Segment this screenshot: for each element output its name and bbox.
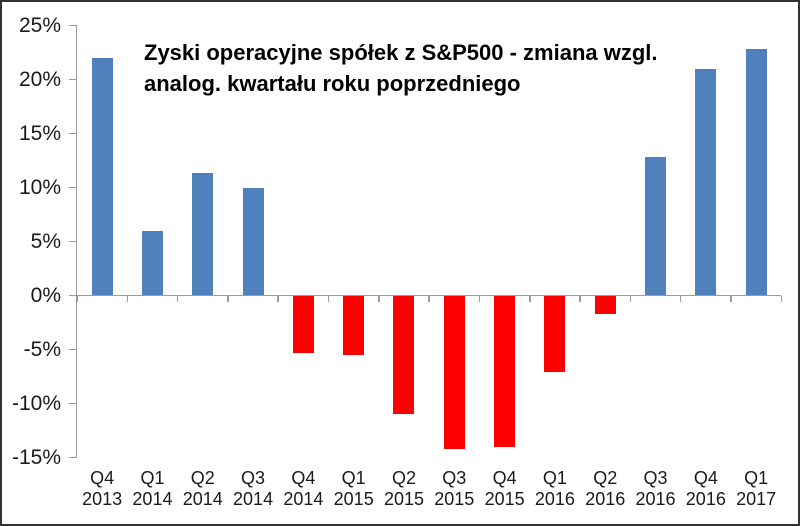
y-axis-tick [69, 294, 77, 297]
x-label-year: 2016 [585, 489, 626, 509]
x-axis-tick [327, 295, 330, 302]
x-axis-tick [629, 295, 632, 302]
y-axis-label: 15% [18, 121, 61, 145]
bar-q1-2016 [544, 295, 566, 373]
bar-q3-2014 [242, 187, 264, 296]
chart-title-line-1: Zyski operacyjne spółek z S&P500 - zmian… [144, 40, 658, 65]
bar-q4-2016 [695, 68, 717, 296]
bar-q3-2016 [645, 157, 667, 296]
x-axis-tick [730, 295, 732, 302]
bar-q1-2015 [343, 295, 365, 355]
x-label-year: 2014 [132, 489, 173, 509]
x-label-quarter: Q4 [492, 468, 517, 488]
x-axis-tick [378, 295, 380, 302]
y-axis-label: 0% [30, 283, 61, 307]
y-axis-label: 20% [18, 67, 61, 91]
x-axis-line [75, 294, 782, 297]
x-axis-tick [478, 295, 481, 302]
x-label-quarter: Q2 [190, 468, 215, 488]
y-axis-label: -10% [11, 391, 61, 415]
x-label-q4-2015: Q4 2015 [479, 468, 529, 510]
x-label-q4-2016: Q4 2016 [681, 468, 731, 510]
x-label-quarter: Q4 [693, 468, 718, 488]
x-label-q1-2014: Q1 2014 [127, 468, 177, 510]
x-label-quarter: Q1 [744, 468, 769, 488]
x-label-q1-2015: Q1 2015 [329, 468, 379, 510]
bar-q4-2014 [292, 295, 314, 353]
y-axis-tick [69, 24, 77, 27]
y-axis-label: 25% [18, 13, 61, 37]
bar-q2-2014 [192, 173, 214, 296]
x-label-quarter: Q1 [542, 468, 567, 488]
x-axis-tick [227, 295, 229, 302]
x-label-q1-2017: Q1 2017 [731, 468, 781, 510]
x-axis-tick [126, 295, 129, 302]
y-axis-tick [69, 348, 77, 351]
bar-q2-2015 [393, 295, 415, 415]
y-axis-label: 10% [18, 175, 61, 199]
x-label-quarter: Q2 [391, 468, 416, 488]
x-label-q2-2015: Q2 2015 [379, 468, 429, 510]
x-label-year: 2016 [635, 489, 676, 509]
y-axis-tick [69, 402, 77, 405]
x-axis-tick [679, 295, 682, 302]
x-label-quarter: Q4 [291, 468, 316, 488]
x-label-year: 2017 [736, 489, 777, 509]
x-label-year: 2014 [283, 489, 324, 509]
x-label-q2-2016: Q2 2016 [580, 468, 630, 510]
x-label-q3-2016: Q3 2016 [630, 468, 680, 510]
x-label-year: 2014 [182, 489, 223, 509]
x-axis-tick [529, 295, 531, 302]
x-label-q4-2013: Q4 2013 [77, 468, 127, 510]
x-label-q2-2014: Q2 2014 [178, 468, 228, 510]
x-axis-tick [277, 295, 279, 302]
x-label-year: 2015 [484, 489, 525, 509]
bar-q4-2015 [494, 295, 516, 447]
x-label-quarter: Q1 [341, 468, 366, 488]
x-label-quarter: Q3 [643, 468, 668, 488]
x-axis-tick [780, 295, 783, 302]
x-axis-tick [176, 295, 179, 302]
x-label-year: 2015 [434, 489, 475, 509]
x-label-q3-2014: Q3 2014 [228, 468, 278, 510]
x-axis-tick [428, 295, 430, 302]
x-label-quarter: Q3 [241, 468, 266, 488]
bar-q2-2016 [594, 295, 616, 314]
x-label-quarter: Q4 [90, 468, 115, 488]
chart-title: Zyski operacyjne spółek z S&P500 - zmian… [144, 37, 658, 99]
bar-q4-2013 [91, 57, 113, 296]
y-axis-line [75, 25, 77, 457]
y-axis-tick [69, 186, 77, 189]
y-axis-label: -15% [11, 445, 61, 469]
chart-title-line-2: analog. kwartału roku poprzedniego [144, 71, 521, 96]
x-label-q3-2015: Q3 2015 [429, 468, 479, 510]
x-label-year: 2016 [685, 489, 726, 509]
bar-q1-2017 [745, 49, 767, 296]
y-axis-tick [69, 456, 77, 459]
x-label-year: 2015 [333, 489, 374, 509]
y-axis-tick [69, 132, 77, 135]
x-label-quarter: Q3 [442, 468, 467, 488]
x-label-quarter: Q1 [140, 468, 165, 488]
x-label-q1-2016: Q1 2016 [530, 468, 580, 510]
x-label-q4-2014: Q4 2014 [278, 468, 328, 510]
bar-q1-2014 [141, 230, 163, 296]
y-axis-tick [69, 78, 77, 81]
y-axis-tick [69, 240, 77, 243]
x-label-year: 2016 [534, 489, 575, 509]
y-axis-label: 5% [30, 229, 61, 253]
x-axis-tick [76, 295, 78, 302]
x-label-quarter: Q2 [593, 468, 618, 488]
y-axis-label: -5% [23, 337, 61, 361]
x-label-year: 2014 [233, 489, 274, 509]
x-axis-tick [579, 295, 581, 302]
x-label-year: 2015 [383, 489, 424, 509]
x-label-year: 2013 [82, 489, 123, 509]
bar-q3-2015 [443, 295, 465, 449]
